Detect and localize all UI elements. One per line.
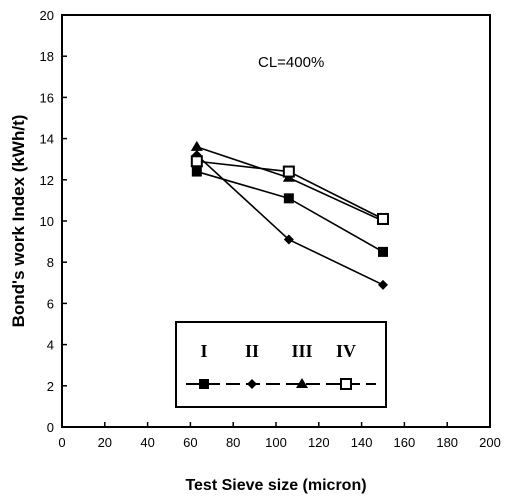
- y-tick-label: 18: [40, 49, 54, 64]
- series-1-point: [378, 246, 388, 257]
- legend-box: [175, 321, 387, 408]
- x-tick-label: 200: [479, 435, 501, 450]
- y-tick-label: 20: [40, 8, 54, 23]
- series-layer: [190, 140, 389, 290]
- legend-label-3: III: [291, 341, 312, 361]
- x-axis-ticks: 0 20 40 60 80 100 120 140 160 180 200: [58, 422, 501, 450]
- y-tick-label: 14: [40, 132, 54, 147]
- y-tick-label: 6: [47, 296, 54, 311]
- legend-marker-2: [247, 379, 257, 389]
- x-tick-label: 80: [226, 435, 240, 450]
- x-tick-label: 60: [183, 435, 197, 450]
- x-tick-label: 160: [394, 435, 416, 450]
- legend-label-4: IV: [336, 341, 356, 361]
- x-tick-label: 100: [265, 435, 287, 450]
- y-axis-ticks: 0 2 4 6 8 10 12 14 16 18 20: [40, 8, 67, 435]
- series-3: [190, 140, 389, 225]
- y-tick-label: 0: [47, 420, 54, 435]
- series-4-point: [190, 155, 203, 168]
- series-2-point: [283, 234, 294, 245]
- x-tick-label: 40: [140, 435, 154, 450]
- x-tick-label: 180: [436, 435, 458, 450]
- series-2-point: [378, 279, 388, 290]
- series-1-point: [283, 193, 294, 204]
- y-tick-label: 4: [47, 338, 54, 353]
- series-3-point: [190, 140, 203, 151]
- legend-markers: [199, 378, 352, 390]
- legend-label-1: I: [200, 341, 207, 361]
- x-tick-label: 0: [58, 435, 65, 450]
- legend: I II III IV: [175, 321, 387, 408]
- legend-marker-1: [199, 379, 209, 389]
- y-tick-label: 8: [47, 255, 54, 270]
- y-tick-label: 16: [40, 90, 54, 105]
- series-4-point: [377, 212, 389, 225]
- series-4-point: [282, 165, 295, 178]
- x-tick-label: 120: [308, 435, 330, 450]
- y-tick-label: 10: [40, 214, 54, 229]
- legend-label-2: II: [245, 341, 259, 361]
- chart-annotation: CL=400%: [258, 54, 324, 71]
- legend-marker-3: [296, 378, 308, 388]
- y-axis-title: Bond's work Index (kWh/t): [9, 115, 28, 328]
- x-tick-label: 140: [351, 435, 373, 450]
- series-3-line: [196, 146, 384, 222]
- series-1-point: [191, 166, 202, 177]
- series-1: [191, 166, 388, 257]
- y-tick-label: 12: [40, 173, 54, 188]
- legend-marker-4: [340, 378, 352, 390]
- x-tick-label: 20: [98, 435, 112, 450]
- y-tick-label: 2: [47, 379, 54, 394]
- x-axis-title: Test Sieve size (micron): [185, 477, 366, 494]
- series-4: [190, 155, 389, 225]
